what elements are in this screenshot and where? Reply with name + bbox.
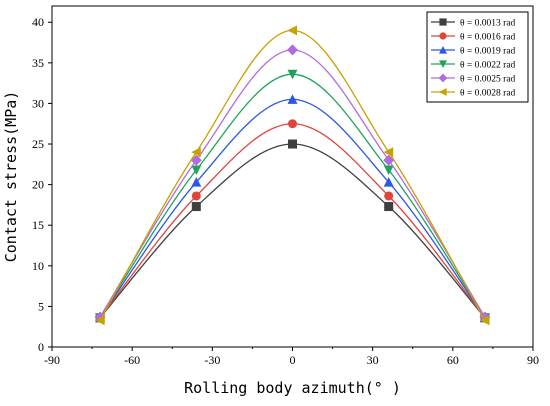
- y-tick-label: 5: [38, 299, 44, 313]
- legend-marker: [439, 46, 447, 54]
- legend-marker: [439, 60, 447, 68]
- legend-label: θ = 0.0022 rad: [460, 61, 516, 71]
- data-point: [191, 191, 201, 201]
- x-tick-label: -90: [44, 353, 60, 367]
- data-point: [384, 191, 394, 201]
- series-line: [99, 73, 486, 319]
- series-3: [95, 94, 490, 323]
- y-tick-label: 35: [32, 56, 44, 70]
- legend-label: θ = 0.0025 rad: [460, 75, 516, 85]
- legend: θ = 0.0013 rad θ = 0.0016 rad θ = 0.0019 r…: [426, 11, 529, 103]
- series-line: [99, 98, 486, 319]
- series-6: [95, 25, 490, 326]
- legend-item: θ = 0.0016 rad: [431, 32, 516, 43]
- data-point: [384, 202, 394, 212]
- data-point: [95, 315, 105, 326]
- y-axis-title: Contact stress(MPa): [2, 91, 20, 263]
- y-tick-label: 10: [32, 259, 44, 273]
- data-point: [288, 119, 297, 129]
- series-2: [95, 119, 490, 323]
- data-point: [191, 202, 201, 212]
- y-tick-label: 30: [32, 96, 44, 110]
- legend-item: θ = 0.0022 rad: [431, 60, 516, 71]
- y-tick-label: 20: [32, 178, 44, 192]
- series-line: [99, 143, 486, 319]
- data-point: [287, 44, 298, 56]
- data-point: [191, 177, 202, 187]
- data-point: [287, 69, 298, 80]
- legend-marker: [439, 32, 447, 40]
- data-point: [383, 165, 394, 176]
- legend-item: θ = 0.0013 rad: [431, 18, 516, 29]
- x-tick-label: -60: [124, 353, 140, 367]
- y-tick-label: 40: [32, 15, 44, 29]
- data-point: [191, 147, 201, 158]
- x-axis-title: Rolling body azimuth(° ): [184, 379, 401, 397]
- data-point: [479, 315, 490, 326]
- legend-marker: [439, 88, 447, 96]
- x-tick-label: 0: [290, 353, 296, 367]
- series-4: [95, 69, 490, 323]
- legend-label: θ = 0.0016 rad: [460, 33, 516, 43]
- data-point: [287, 25, 297, 36]
- data-point: [288, 139, 297, 149]
- data-point: [191, 165, 202, 176]
- legend-marker: [439, 18, 447, 26]
- data-point: [383, 147, 394, 158]
- y-tick-label: 25: [32, 137, 44, 151]
- x-tick-label: 90: [527, 353, 539, 367]
- legend-label: θ = 0.0028 rad: [460, 89, 516, 99]
- legend-label: θ = 0.0013 rad: [460, 19, 516, 29]
- y-tick-label: 0: [38, 340, 44, 354]
- legend-label: θ = 0.0019 rad: [460, 47, 516, 57]
- legend-box: [426, 11, 529, 103]
- legend-marker: [438, 73, 448, 83]
- legend-item: θ = 0.0019 rad: [431, 46, 516, 57]
- x-tick-label: 30: [367, 353, 379, 367]
- x-tick-label: -30: [204, 353, 220, 367]
- x-tick-label: 60: [447, 353, 459, 367]
- legend-item: θ = 0.0028 rad: [431, 88, 516, 99]
- data-point: [383, 177, 394, 187]
- y-tick-label: 15: [32, 218, 44, 232]
- legend-item: θ = 0.0025 rad: [431, 73, 516, 85]
- data-point: [287, 94, 298, 104]
